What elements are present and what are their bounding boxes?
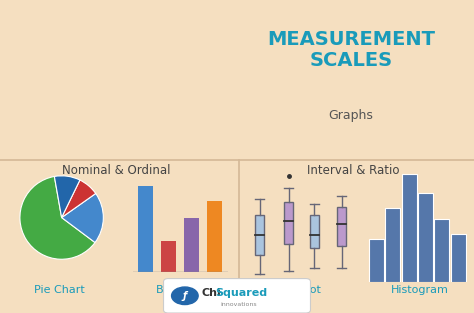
Text: innovations: innovations (220, 302, 257, 307)
Bar (451, 234, 465, 282)
Text: Boxplot: Boxplot (280, 285, 322, 295)
Bar (161, 241, 176, 272)
Text: Bar Chart: Bar Chart (156, 285, 209, 295)
Bar (207, 202, 222, 272)
Bar (369, 239, 384, 282)
Text: Interval & Ratio: Interval & Ratio (307, 164, 400, 177)
Bar (401, 174, 417, 282)
Text: ƒ: ƒ (183, 291, 187, 301)
Text: Pie Chart: Pie Chart (34, 285, 85, 295)
Bar (434, 219, 449, 282)
Bar (337, 207, 346, 246)
Circle shape (172, 287, 198, 305)
Wedge shape (20, 177, 95, 259)
Bar (138, 186, 153, 272)
Bar (255, 215, 264, 255)
Text: Squared: Squared (216, 288, 268, 298)
Text: Chi: Chi (201, 288, 221, 298)
Bar (385, 208, 401, 282)
Bar (310, 215, 319, 248)
Text: MEASUREMENT
SCALES: MEASUREMENT SCALES (267, 30, 435, 70)
Text: Histogram: Histogram (391, 285, 448, 295)
FancyBboxPatch shape (164, 279, 310, 313)
Wedge shape (55, 176, 80, 218)
Wedge shape (62, 180, 96, 218)
Text: Graphs: Graphs (328, 109, 373, 122)
Bar (284, 202, 293, 244)
Text: Nominal & Ordinal: Nominal & Ordinal (62, 164, 170, 177)
Bar (184, 218, 199, 272)
Wedge shape (62, 193, 103, 243)
Bar (418, 193, 433, 282)
